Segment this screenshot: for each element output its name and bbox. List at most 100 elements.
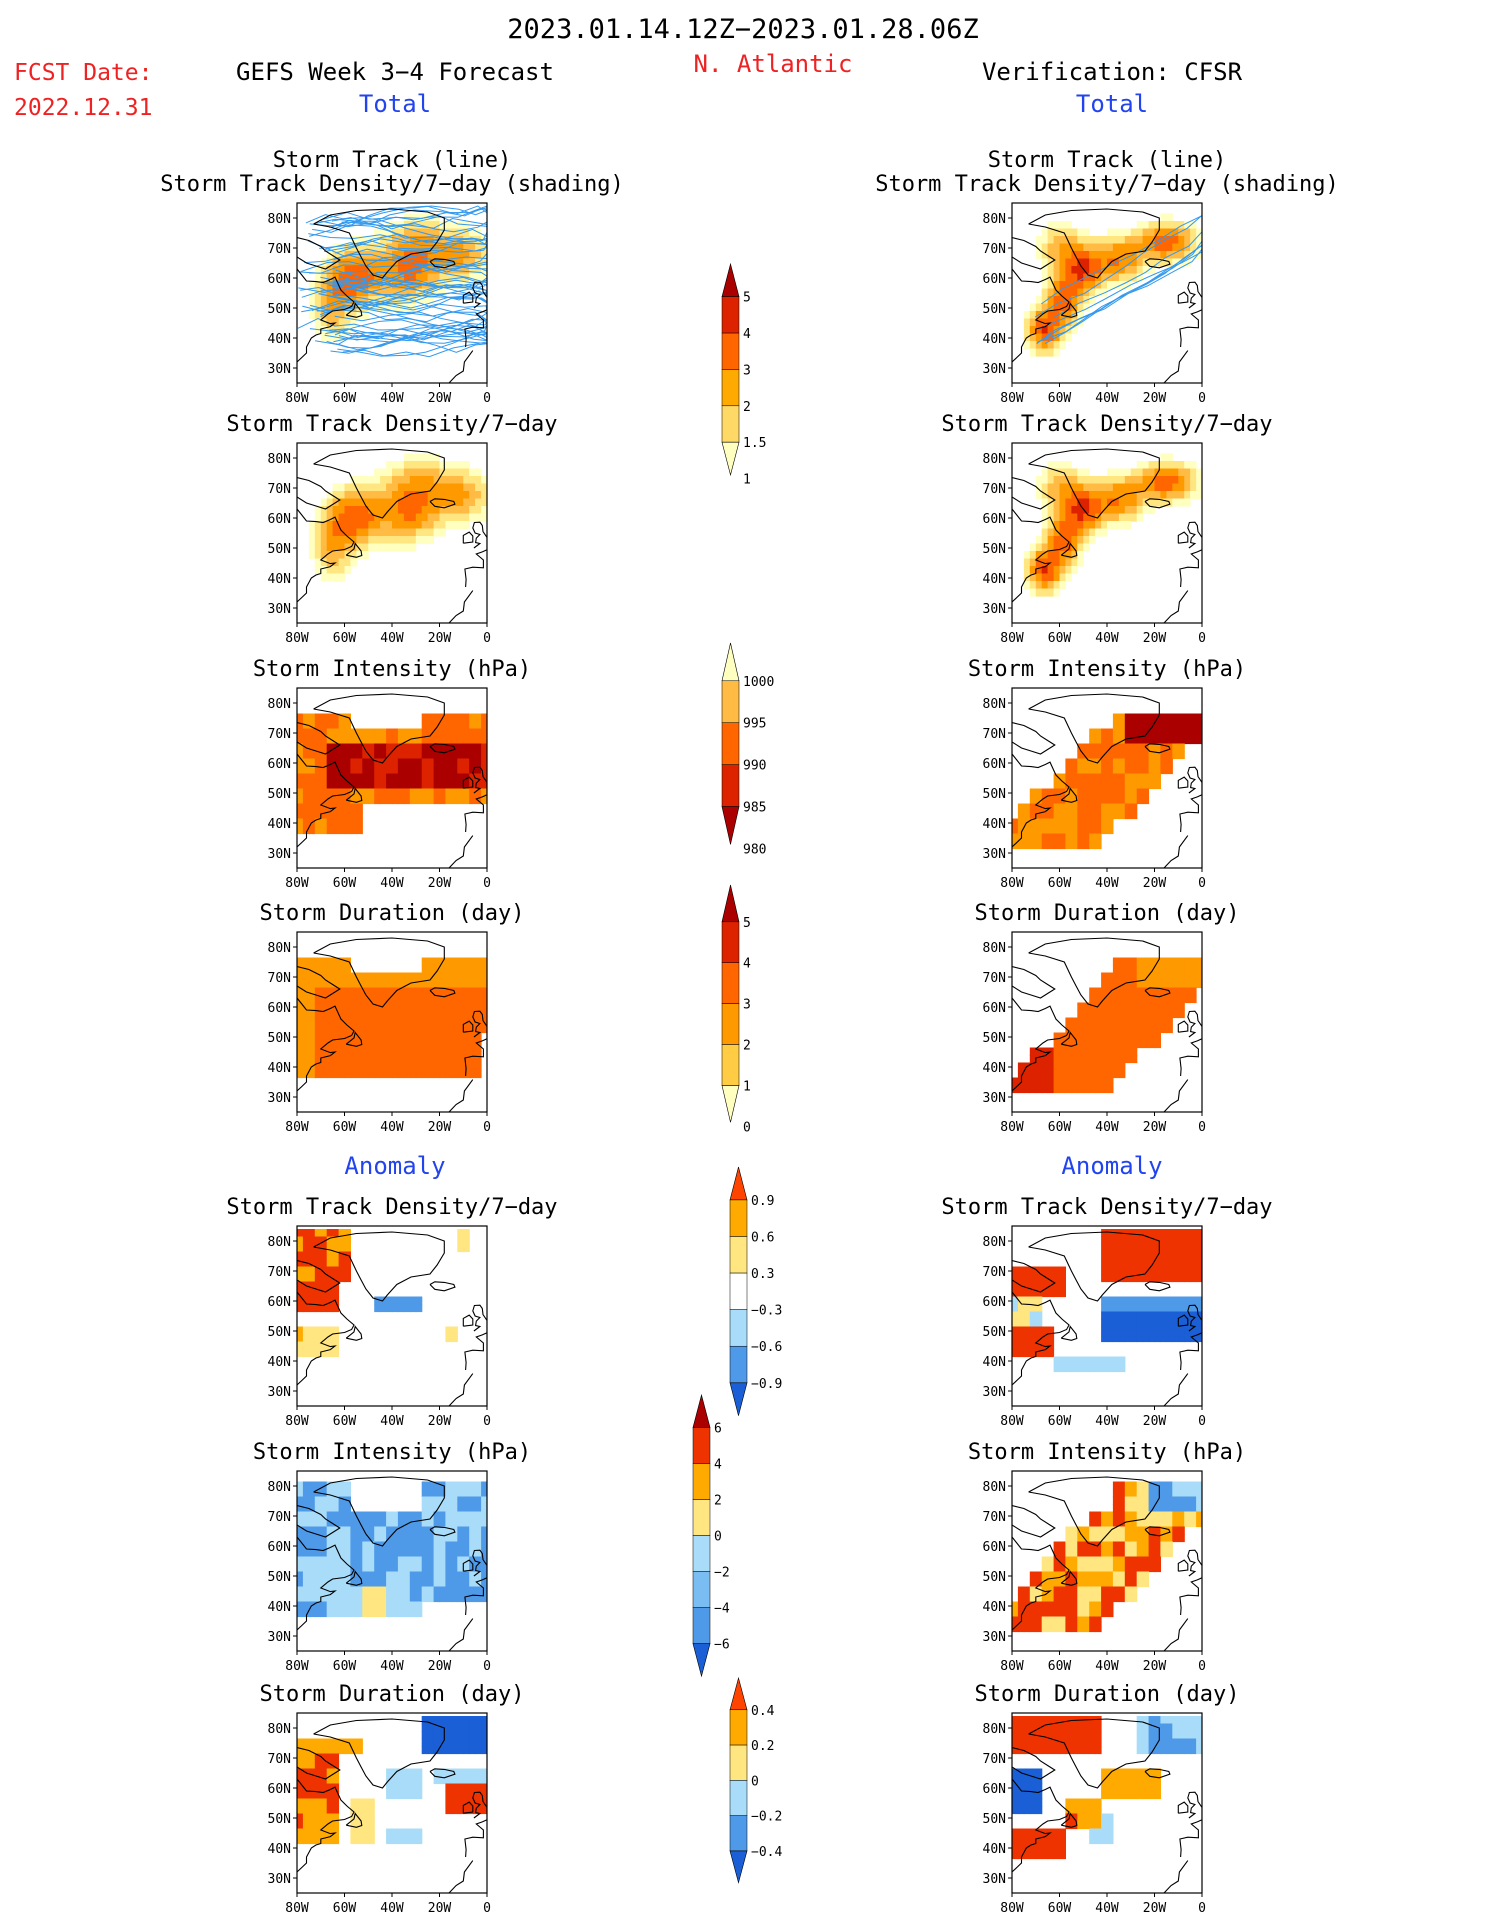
field-cell bbox=[1041, 1326, 1049, 1335]
field-cell bbox=[397, 751, 405, 760]
field-cell bbox=[1130, 1783, 1138, 1792]
field-cell bbox=[475, 1541, 482, 1550]
field-cell bbox=[415, 296, 423, 305]
field-cell bbox=[1118, 758, 1126, 767]
field-cell bbox=[1196, 1274, 1202, 1283]
coastline bbox=[1177, 1801, 1189, 1814]
field-cell bbox=[1095, 788, 1102, 797]
field-cell bbox=[1083, 1556, 1090, 1565]
lat-tick-label: 70N bbox=[983, 1752, 1006, 1767]
field-cell bbox=[439, 980, 446, 989]
field-cell bbox=[1023, 1070, 1031, 1079]
field-cell bbox=[1136, 243, 1144, 252]
field-cell bbox=[1154, 1776, 1161, 1785]
field-cell bbox=[1118, 513, 1126, 522]
field-cell bbox=[445, 1496, 452, 1505]
coastline bbox=[446, 835, 474, 868]
field-cell bbox=[1118, 1541, 1126, 1550]
coastline bbox=[1012, 476, 1056, 510]
field-cell bbox=[1089, 1077, 1096, 1086]
field-cell bbox=[439, 483, 446, 492]
field-cell bbox=[463, 1025, 470, 1034]
field-cell bbox=[308, 536, 316, 545]
field-cell bbox=[403, 1836, 411, 1845]
field-cell bbox=[392, 236, 399, 245]
field-cell bbox=[362, 296, 369, 305]
field-cell bbox=[1017, 1319, 1025, 1328]
field-cell bbox=[409, 1564, 417, 1573]
field-cell bbox=[1071, 1601, 1078, 1610]
field-cell bbox=[1142, 965, 1150, 974]
field-cell bbox=[421, 1738, 429, 1747]
field-cell bbox=[469, 1571, 476, 1580]
field-cell bbox=[356, 728, 363, 737]
field-cell bbox=[332, 1579, 340, 1588]
field-cell bbox=[297, 1783, 304, 1792]
field-cell bbox=[427, 1541, 435, 1550]
field-cell bbox=[475, 1716, 482, 1725]
field-cell bbox=[356, 288, 363, 297]
field-cell bbox=[350, 1564, 357, 1573]
field-cell bbox=[326, 1798, 334, 1807]
field-cell bbox=[1041, 348, 1049, 357]
field-cell bbox=[1142, 1519, 1150, 1528]
coastline bbox=[1012, 1778, 1070, 1873]
field-cell bbox=[403, 1025, 411, 1034]
field-cell bbox=[1172, 221, 1179, 230]
field-cell bbox=[1166, 1274, 1173, 1283]
field-cell bbox=[1065, 236, 1072, 245]
field-cell bbox=[297, 1519, 304, 1528]
field-cell bbox=[1095, 781, 1102, 790]
field-cell bbox=[332, 243, 340, 252]
field-cell bbox=[409, 1579, 417, 1588]
coastline bbox=[1161, 1860, 1189, 1893]
field-cell bbox=[433, 1716, 441, 1725]
field-cell bbox=[1065, 1040, 1072, 1049]
lon-tick-label: 0 bbox=[1198, 876, 1206, 891]
field-cell bbox=[1142, 713, 1150, 722]
field-cell bbox=[1160, 957, 1167, 966]
field-cell bbox=[320, 736, 328, 745]
field-cell bbox=[1023, 1609, 1031, 1618]
field-cell bbox=[445, 1806, 452, 1815]
field-cell bbox=[368, 243, 375, 252]
field-cell bbox=[1130, 1236, 1138, 1245]
field-cell bbox=[332, 296, 340, 305]
field-cell bbox=[362, 1519, 369, 1528]
field-cell bbox=[297, 1579, 304, 1588]
field-cell bbox=[1142, 228, 1150, 237]
field-cell bbox=[1047, 521, 1055, 530]
field-cell bbox=[1154, 736, 1161, 745]
field-cell bbox=[1035, 1296, 1043, 1305]
lon-tick-label: 0 bbox=[1198, 391, 1206, 406]
field-cell bbox=[320, 318, 328, 327]
field-cell bbox=[392, 1828, 399, 1837]
field-cell bbox=[1124, 781, 1132, 790]
field-cell bbox=[1196, 1716, 1202, 1725]
field-cell bbox=[368, 491, 375, 500]
field-cell bbox=[1083, 1526, 1090, 1535]
field-cell bbox=[1118, 1244, 1126, 1253]
field-cell bbox=[451, 751, 458, 760]
field-cell bbox=[332, 957, 340, 966]
field-cell bbox=[421, 266, 429, 275]
field-cell bbox=[1041, 1062, 1049, 1071]
field-cell bbox=[445, 1549, 452, 1558]
field-cell bbox=[1071, 258, 1078, 267]
field-cell bbox=[326, 1481, 334, 1490]
field-cell bbox=[1154, 1266, 1161, 1275]
field-cell bbox=[409, 995, 417, 1004]
field-cell bbox=[481, 1519, 487, 1528]
field-cell bbox=[1095, 288, 1102, 297]
field-cell bbox=[469, 498, 476, 507]
lon-tick-label: 60W bbox=[333, 1414, 357, 1429]
field-cell bbox=[1136, 781, 1144, 790]
field-cell bbox=[1166, 1489, 1173, 1498]
field-cell bbox=[338, 1586, 346, 1595]
field-cell bbox=[1029, 333, 1037, 342]
field-cell bbox=[475, 1738, 482, 1747]
field-cell bbox=[297, 743, 304, 752]
field-cell bbox=[481, 513, 487, 522]
field-cell bbox=[415, 1579, 423, 1588]
field-cell bbox=[445, 1025, 452, 1034]
